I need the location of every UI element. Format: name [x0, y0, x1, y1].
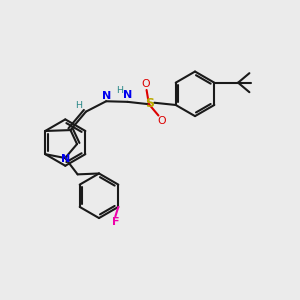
Text: H: H [75, 101, 82, 110]
Text: N: N [101, 91, 111, 101]
Text: N: N [61, 154, 70, 164]
Text: N: N [123, 90, 132, 100]
Text: O: O [158, 116, 166, 126]
Text: S: S [145, 97, 154, 110]
Text: O: O [142, 79, 150, 89]
Text: F: F [112, 218, 119, 227]
Text: H: H [117, 86, 124, 95]
